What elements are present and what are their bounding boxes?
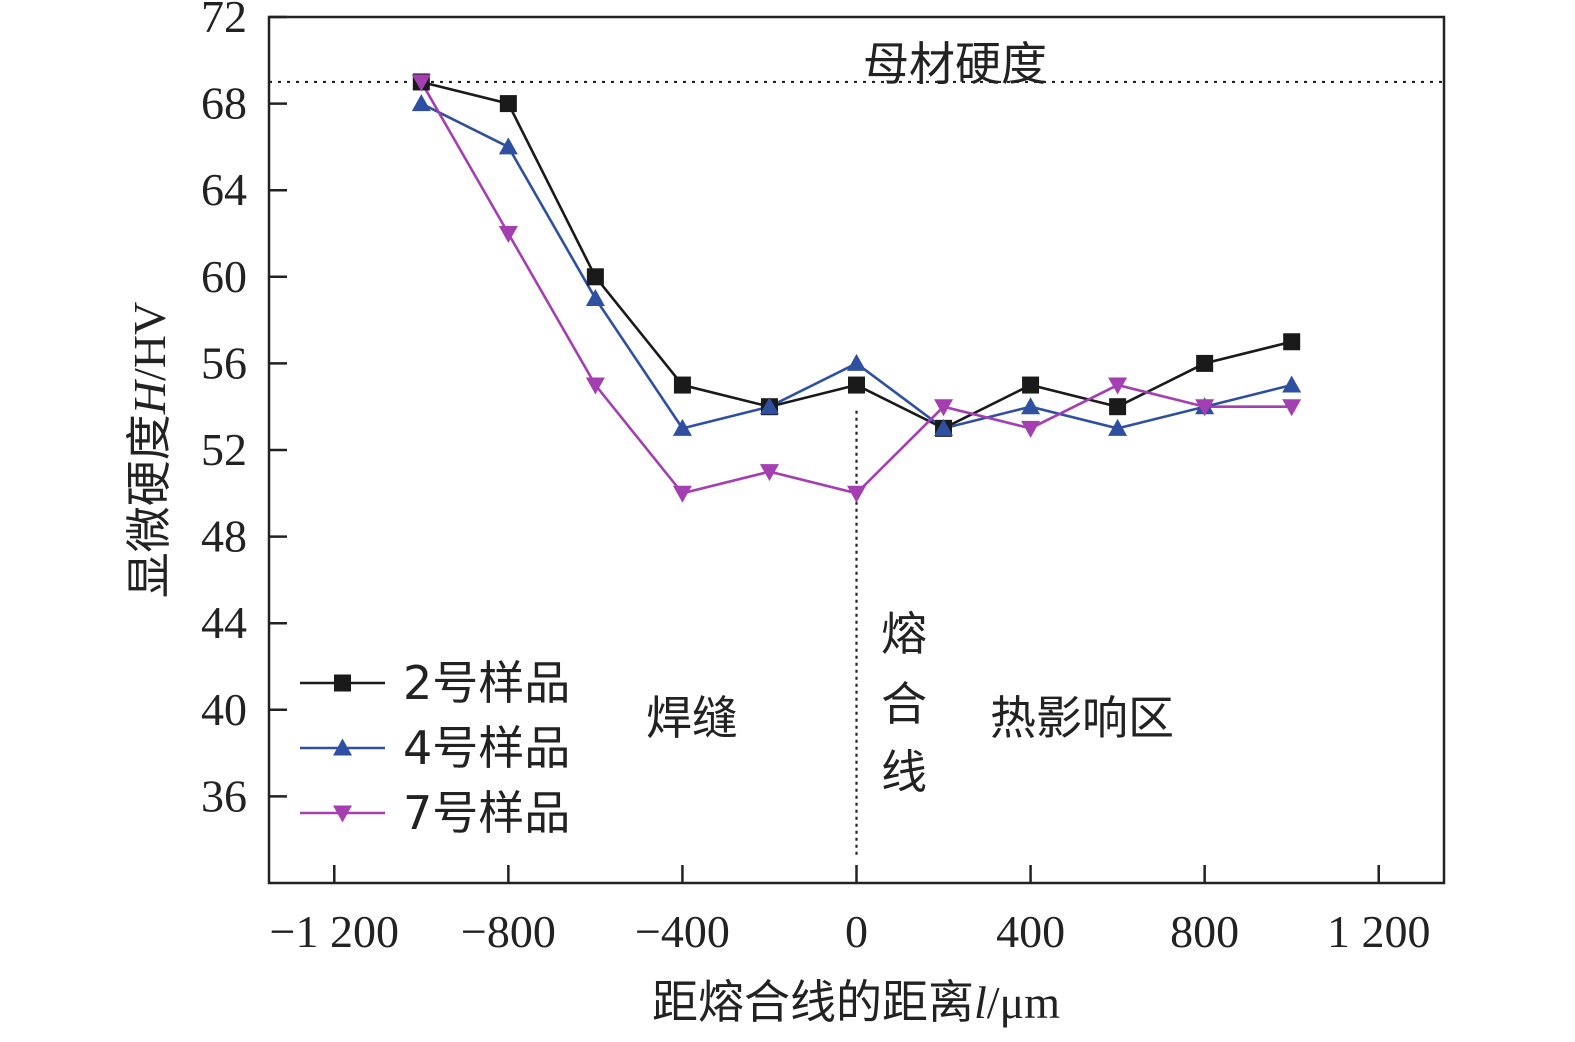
data-point (498, 226, 518, 243)
y-tick-label: 64 (201, 164, 247, 215)
y-tick-label: 72 (201, 0, 247, 42)
data-point (499, 95, 517, 113)
y-tick-label: 48 (201, 511, 247, 562)
y-tick-label: 44 (201, 597, 247, 648)
region-label-weld: 焊缝 (646, 691, 738, 745)
y-tick-label: 60 (201, 251, 247, 302)
data-point (934, 418, 954, 436)
data-point (1021, 397, 1041, 415)
data-point (759, 397, 779, 415)
legend-label-2: 4号样品 (403, 721, 570, 775)
data-point (672, 418, 692, 436)
y-tick-label: 52 (201, 424, 247, 475)
x-tick-label: 400 (996, 906, 1065, 957)
data-point (1022, 376, 1040, 394)
data-point (1108, 418, 1128, 436)
data-point (411, 94, 431, 112)
series-line-1 (421, 80, 1292, 430)
x-tick-label: 800 (1170, 906, 1239, 957)
reference-line-label: 母材硬度 (863, 37, 1047, 91)
data-point (847, 485, 866, 503)
data-point (498, 137, 518, 155)
fusion-line-label-2: 合 (881, 677, 927, 731)
legend-marker-1 (334, 674, 351, 692)
legend-marker-2 (333, 738, 352, 756)
x-tick-label: −1 200 (270, 906, 399, 957)
data-point (672, 485, 692, 503)
y-axis-title: 显微硬度H/HV (122, 302, 176, 598)
data-point (848, 376, 865, 394)
series-line-3 (420, 81, 1292, 495)
data-point (1282, 375, 1302, 393)
x-tick-label: −400 (635, 906, 730, 957)
data-point (411, 74, 431, 92)
legend-label-3: 7号样品 (403, 786, 570, 840)
legend-marker-3 (333, 805, 352, 823)
data-point (1021, 420, 1041, 438)
legend: 2号样品 4号样品 7号样品 (300, 656, 570, 840)
data-point (1195, 399, 1215, 417)
fusion-line-label-3: 线 (881, 745, 927, 799)
x-tick-label: −800 (461, 906, 556, 957)
data-point (1196, 354, 1214, 372)
y-tick-label: 40 (201, 684, 247, 735)
x-tick-label: 0 (845, 906, 868, 957)
data-point (1283, 333, 1301, 351)
data-point (847, 353, 866, 371)
data-point (759, 464, 779, 482)
y-tick-label: 36 (201, 770, 247, 821)
data-point (1109, 398, 1127, 416)
x-axis-title: 距熔合线的距离l/μm (652, 975, 1060, 1029)
data-point (934, 399, 954, 417)
data-point (585, 377, 605, 395)
y-tick-label: 68 (201, 78, 247, 129)
x-tick-label: 1 200 (1327, 906, 1431, 957)
y-tick-label: 56 (201, 337, 247, 388)
legend-label-1: 2号样品 (403, 656, 570, 710)
data-point (1282, 399, 1302, 417)
data-point (585, 288, 605, 306)
data-point (586, 268, 604, 286)
region-label-haz: 热影响区 (990, 691, 1174, 745)
fusion-line-label-1: 熔 (881, 607, 927, 661)
data-point (673, 376, 691, 394)
data-point (1108, 377, 1128, 395)
